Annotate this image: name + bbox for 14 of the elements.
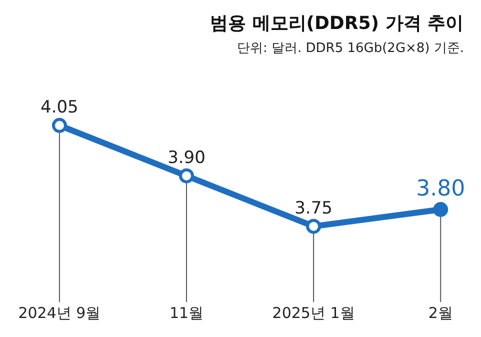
point <box>179 168 194 184</box>
chart-subtitle: 단위: 달러. DDR5 16Gb(2G×8) 기준. <box>237 41 464 56</box>
x-tick-label: 2월 <box>428 304 453 322</box>
point <box>52 118 67 133</box>
data-label: 3.80 <box>416 176 466 202</box>
point <box>433 202 448 217</box>
x-tick-label: 2025년 1월 <box>272 304 355 322</box>
chart-title: 범용 메모리(DDR5) 가격 추이 <box>210 13 464 34</box>
data-label: 4.05 <box>40 98 78 118</box>
x-tick-label: 11월 <box>169 304 204 322</box>
x-tick-label: 2024년 9월 <box>18 304 101 322</box>
point <box>306 218 322 234</box>
data-label: 3.90 <box>168 148 206 168</box>
data-label: 3.75 <box>294 198 332 219</box>
